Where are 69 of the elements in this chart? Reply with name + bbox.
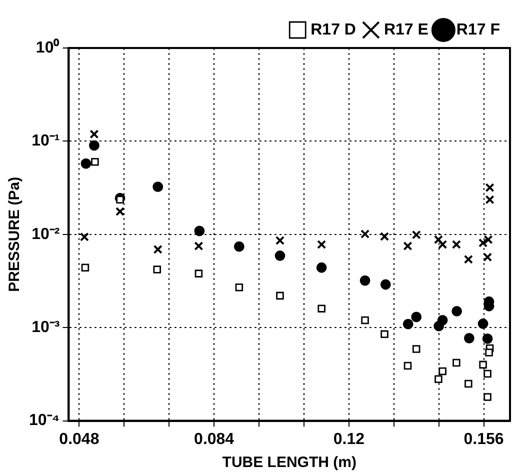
point: [90, 130, 99, 139]
point: [479, 360, 487, 369]
point: [412, 230, 421, 240]
point: [484, 393, 492, 401]
point: [478, 238, 488, 248]
point: [153, 266, 161, 274]
point: [152, 182, 164, 192]
x-tick-label: 0.12: [333, 430, 365, 448]
point: [402, 318, 414, 330]
y-tick-label: 10⁻²: [32, 226, 60, 243]
point: [317, 240, 326, 249]
point: [452, 306, 462, 316]
point: [115, 206, 125, 216]
point: [437, 315, 448, 326]
point: [316, 262, 327, 273]
point: [403, 242, 412, 251]
point: [482, 334, 493, 344]
point: [482, 252, 492, 262]
point: [380, 232, 390, 242]
point: [478, 318, 488, 329]
point: [452, 240, 461, 249]
y-axis-title: PRESSURE (Pa): [6, 176, 24, 292]
point: [234, 241, 244, 252]
point: [404, 362, 412, 370]
point: [276, 292, 284, 300]
point: [80, 232, 89, 242]
legend-label: R17 D: [310, 21, 356, 38]
x-tick-label: 0.048: [59, 430, 100, 448]
point: [275, 236, 285, 246]
point: [91, 158, 99, 166]
point: [194, 226, 205, 236]
point: [361, 316, 369, 324]
point: [360, 275, 370, 286]
point: [380, 330, 388, 338]
point: [438, 240, 448, 249]
y-tick-label: 10⁻³: [32, 319, 60, 336]
point: [360, 229, 370, 239]
point: [485, 183, 494, 192]
y-tick-label: 10⁻¹: [32, 132, 60, 150]
point: [438, 367, 446, 376]
point: [153, 244, 162, 254]
point: [411, 312, 422, 322]
point: [484, 235, 493, 244]
point: [274, 250, 286, 261]
point: [412, 345, 420, 353]
point: [484, 370, 492, 378]
point: [434, 375, 442, 384]
point: [464, 254, 473, 264]
y-tick-label: 10⁻⁴: [28, 412, 60, 430]
x-tick-label: 0.156: [464, 430, 504, 448]
y-tick-label: 10⁰: [36, 38, 60, 56]
point: [464, 380, 472, 388]
point: [80, 158, 92, 169]
legend-label: R17 F: [456, 21, 500, 38]
point: [485, 195, 494, 204]
point: [88, 140, 100, 151]
point: [380, 279, 391, 290]
point: [318, 304, 326, 312]
point: [81, 264, 90, 272]
legend-label: R17 E: [384, 21, 429, 38]
point: [434, 235, 443, 244]
point: [464, 332, 474, 344]
point: [485, 348, 493, 356]
x-axis-title: TUBE LENGTH (m): [222, 454, 356, 472]
x-tick-label: 0.084: [194, 430, 234, 448]
point: [452, 358, 460, 367]
point: [194, 270, 203, 278]
point: [194, 242, 204, 251]
point: [235, 284, 244, 292]
